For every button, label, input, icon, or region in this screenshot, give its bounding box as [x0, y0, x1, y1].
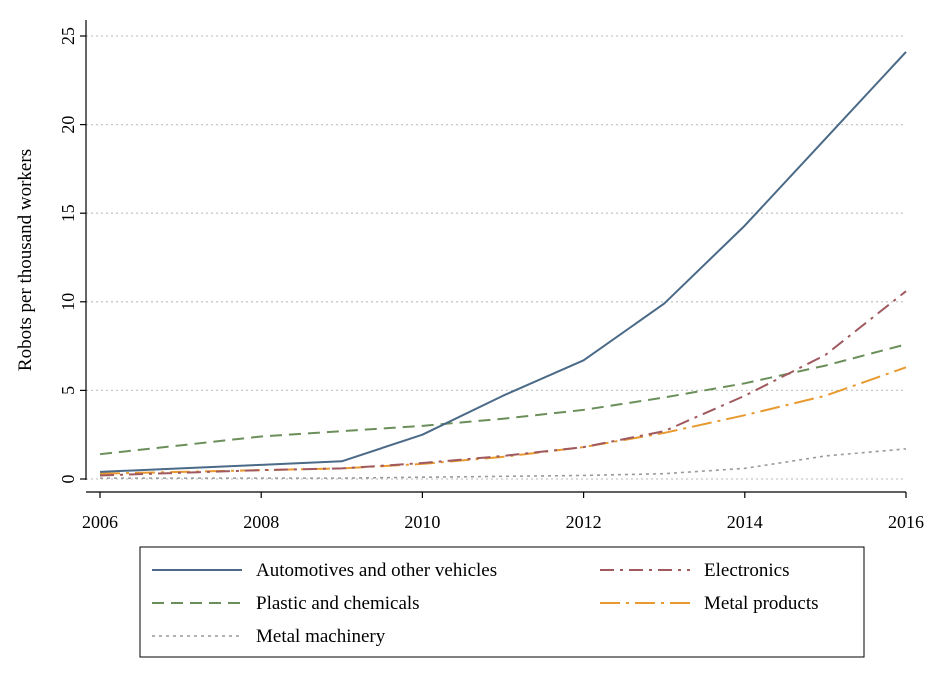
- legend: Automotives and other vehicles Electronic…: [139, 546, 865, 658]
- legend-label: Metal products: [704, 593, 819, 614]
- y-tick-label: 20: [58, 116, 78, 134]
- y-tick-label: 5: [58, 386, 78, 395]
- x-tick-label: 2008: [243, 512, 279, 532]
- x-tick-label: 2016: [888, 512, 924, 532]
- series-line-0: [99, 51, 907, 473]
- x-tick-label: 2010: [404, 512, 440, 532]
- series-line-1: [99, 290, 907, 477]
- x-tick-label: 2014: [727, 512, 763, 532]
- x-tick-label: 2012: [566, 512, 602, 532]
- y-tick-label: 10: [58, 293, 78, 311]
- legend-label: Metal machinery: [256, 626, 386, 647]
- y-tick-label: 0: [58, 475, 78, 484]
- y-tick-label: 25: [58, 27, 78, 45]
- y-axis-title: Robots per thousand workers: [15, 149, 36, 371]
- y-axis-ticks: 0 5 10 15 20 25: [58, 27, 86, 484]
- axes: [85, 20, 906, 493]
- x-tick-label: 2006: [82, 512, 118, 532]
- x-axis-ticks: 2006 2008 2010 2012 2014 2016: [82, 492, 924, 532]
- series-line-3: [99, 366, 907, 475]
- series-line-2: [99, 343, 907, 456]
- series-lines: [99, 51, 907, 479]
- legend-box: [139, 546, 865, 658]
- legend-label: Electronics: [704, 560, 789, 581]
- gridlines: [86, 35, 906, 480]
- series-line-4: [100, 448, 907, 479]
- legend-label: Plastic and chemicals: [256, 593, 420, 614]
- y-tick-label: 15: [58, 204, 78, 222]
- legend-label: Automotives and other vehicles: [256, 560, 497, 581]
